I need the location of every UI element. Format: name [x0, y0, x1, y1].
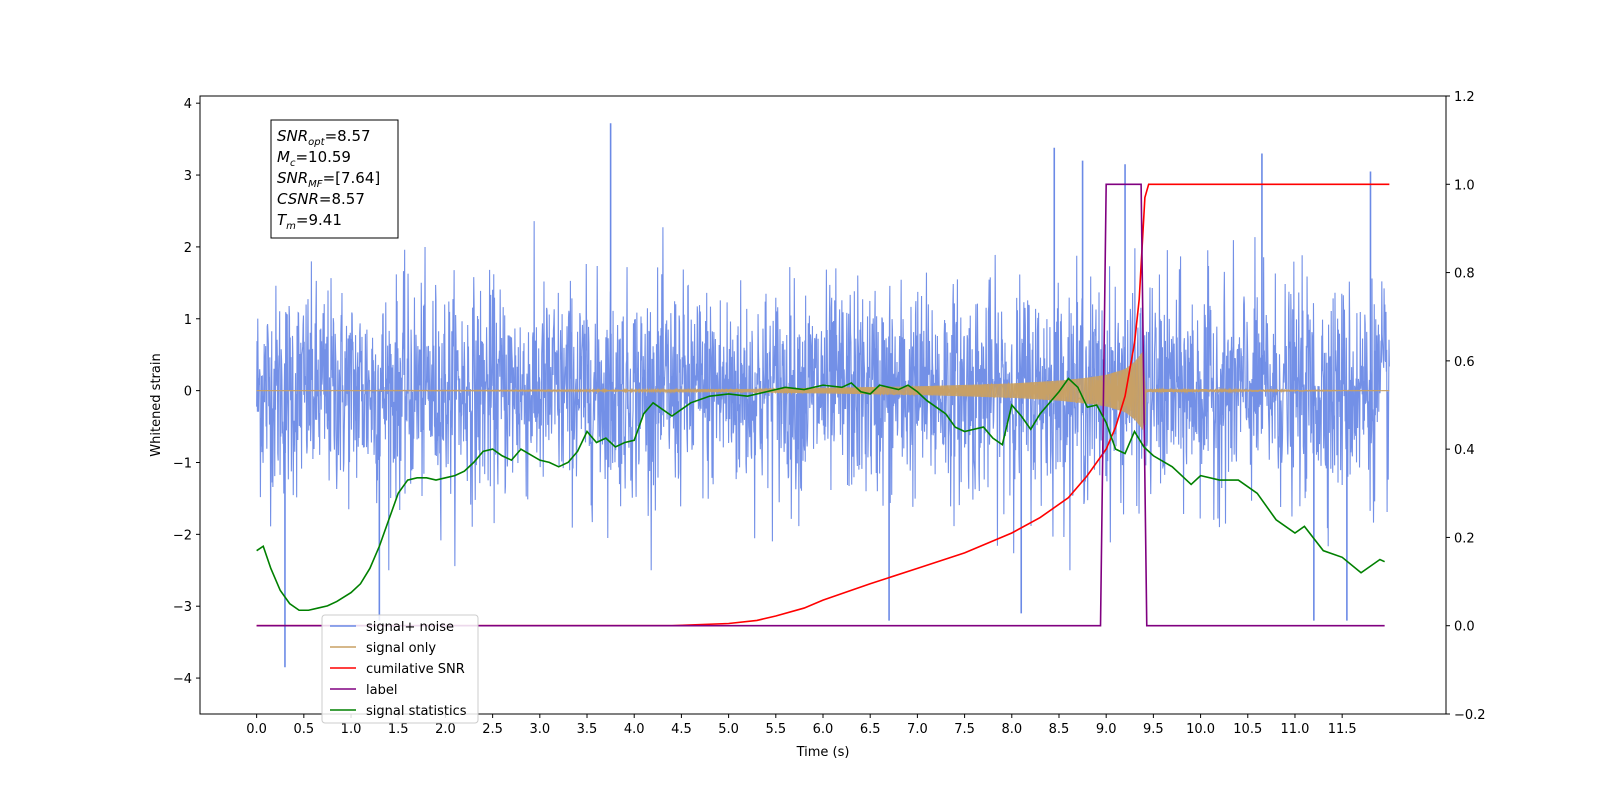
y-axis-label-left: Whitened strain	[149, 353, 164, 456]
series-signal-statistics	[256, 377, 1385, 612]
x-tick-label: 5.0	[718, 722, 739, 737]
x-tick-label: 6.0	[813, 722, 834, 737]
y-tick-label-left: 1	[184, 313, 192, 328]
series-signal-noise	[256, 221, 1390, 571]
x-tick-label: 7.5	[954, 722, 975, 737]
series-label	[256, 183, 1385, 627]
x-tick-label: 11.0	[1280, 722, 1309, 737]
y-tick-label-right: 0.6	[1454, 355, 1475, 370]
series-layer	[256, 123, 1390, 668]
annotation-line: Tm=9.41	[277, 211, 342, 232]
x-tick-label: 10.5	[1233, 722, 1262, 737]
legend: signal+ noise signal only cumilative SNR la…	[321, 614, 479, 724]
x-tick-label: 2.5	[482, 722, 503, 737]
y-tick-label-right: 0.8	[1454, 267, 1475, 282]
x-axis-label: Time (s)	[796, 745, 850, 760]
x-tick-label: 11.5	[1328, 722, 1357, 737]
legend-entry: label	[366, 683, 397, 698]
y-tick-label-left: −3	[173, 600, 192, 615]
x-tick-label: 7.0	[907, 722, 928, 737]
x-tick-label: 0.5	[293, 722, 314, 737]
legend-entry: signal statistics	[366, 704, 467, 719]
y-tick-label-right: 1.2	[1454, 90, 1475, 105]
annotation-line: CSNR=8.57	[277, 190, 365, 208]
y-tick-label-left: −1	[173, 456, 192, 471]
x-tick-label: 3.5	[577, 722, 598, 737]
x-tick-label: 9.0	[1096, 722, 1117, 737]
y-tick-label-right: 0.0	[1454, 620, 1475, 635]
annotation-box: SNRopt=8.57Mc=10.59SNRMF=[7.64]CSNR=8.57…	[270, 119, 399, 239]
x-tick-label: 10.0	[1186, 722, 1215, 737]
x-tick-label: 1.5	[388, 722, 409, 737]
annotation-line: SNRMF=[7.64]	[277, 169, 380, 190]
y-tick-label-right: −0.2	[1454, 708, 1486, 723]
annotation-line: SNRopt=8.57	[277, 127, 371, 148]
x-tick-label: 2.0	[435, 722, 456, 737]
x-tick-label: 3.0	[529, 722, 550, 737]
y-tick-label-left: −4	[173, 672, 192, 687]
legend-frame	[321, 614, 479, 724]
x-tick-label: 5.5	[765, 722, 786, 737]
x-tick-label: 8.5	[1049, 722, 1070, 737]
x-tick-label: 4.0	[624, 722, 645, 737]
x-tick-label: 6.5	[860, 722, 881, 737]
x-tick-label: 9.5	[1143, 722, 1164, 737]
y-tick-label-left: 3	[184, 169, 192, 184]
x-tick-label: 4.5	[671, 722, 692, 737]
annotation-frame	[270, 119, 399, 239]
legend-entry: cumilative SNR	[366, 662, 465, 677]
y-tick-label-right: 1.0	[1454, 178, 1475, 193]
legend-entry: signal+ noise	[366, 620, 454, 635]
legend-entry: signal only	[366, 641, 436, 656]
y-tick-label-left: 0	[184, 385, 192, 400]
y-tick-label-left: 2	[184, 241, 192, 256]
annotation-line: Mc=10.59	[277, 148, 351, 169]
series-cumulative-snr	[256, 183, 1390, 627]
axes-layer: 0.0 0.5 1.0 1.5 2.0 2.5 3.0 3.5 4.0 4.5 5.0 5.5 6.0 6…	[173, 90, 1486, 737]
x-tick-label: 0.0	[246, 722, 267, 737]
y-tick-label-left: 4	[184, 97, 192, 112]
signal-only-envelope	[256, 351, 1390, 430]
x-tick-label: 8.0	[1001, 722, 1022, 737]
y-tick-label-right: 0.4	[1454, 443, 1475, 458]
y-tick-label-right: 0.2	[1454, 531, 1475, 546]
y-tick-label-left: −2	[173, 528, 192, 543]
x-tick-label: 1.0	[341, 722, 362, 737]
